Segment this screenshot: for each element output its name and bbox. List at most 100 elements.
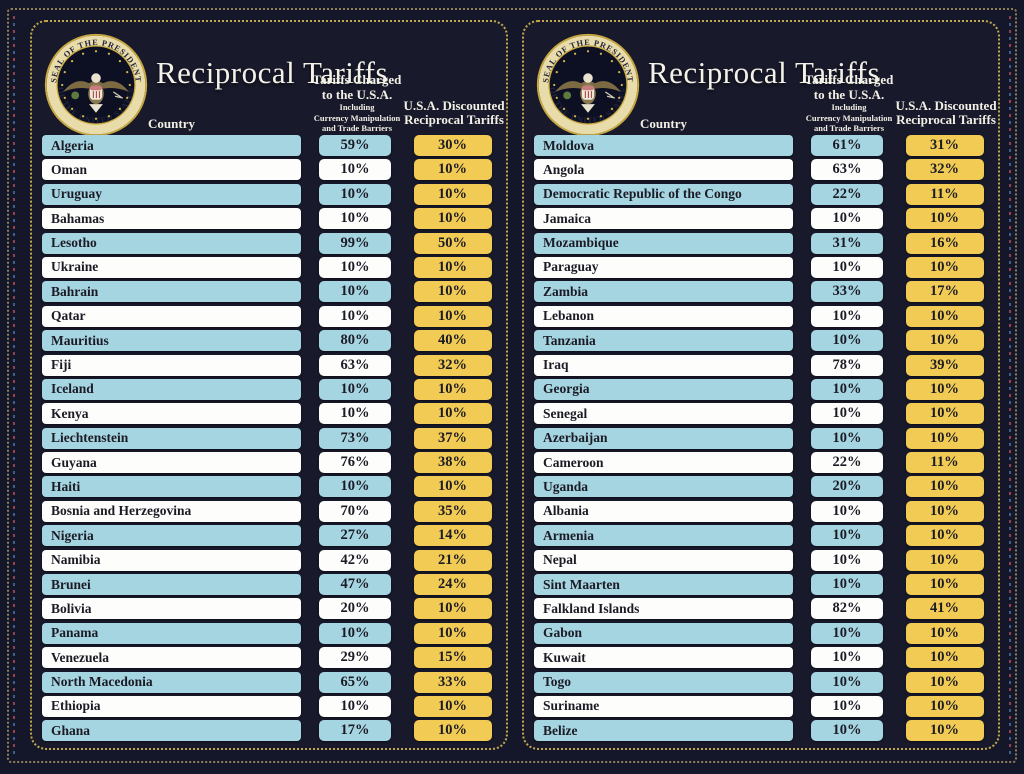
charged-tariff-value: 10% xyxy=(811,305,883,327)
charged-tariff-value: 31% xyxy=(811,232,883,254)
country-cell: Senegal xyxy=(534,403,793,425)
discounted-cell: 10% xyxy=(901,574,988,596)
charged-cell: 10% xyxy=(793,622,901,644)
charged-tariff-value: 10% xyxy=(319,208,391,230)
charged-tariff-value: 10% xyxy=(319,695,391,717)
table-row: Uganda 20% 10% xyxy=(534,476,988,498)
discounted-tariff-value: 40% xyxy=(413,330,492,352)
discounted-cell: 15% xyxy=(409,647,496,669)
discounted-cell: 10% xyxy=(901,695,988,717)
country-cell: Qatar xyxy=(42,305,301,327)
charged-tariff-value: 10% xyxy=(319,378,391,400)
table-row: Uruguay 10% 10% xyxy=(42,183,496,205)
charged-cell: 20% xyxy=(793,476,901,498)
discounted-tariff-value: 10% xyxy=(905,574,984,596)
table-row: Azerbaijan 10% 10% xyxy=(534,427,988,449)
charged-cell: 80% xyxy=(301,330,409,352)
discounted-header-line1: U.S.A. Discounted xyxy=(895,97,997,113)
discounted-tariff-value: 10% xyxy=(905,720,984,742)
discounted-tariff-value: 10% xyxy=(905,256,984,278)
discounted-cell: 10% xyxy=(901,720,988,742)
discounted-tariff-value: 10% xyxy=(905,208,984,230)
charged-tariff-value: 59% xyxy=(319,135,391,156)
discounted-tariff-value: 15% xyxy=(413,647,492,669)
charged-cell: 10% xyxy=(793,378,901,400)
discounted-tariff-value: 33% xyxy=(413,671,492,693)
country-cell: Georgia xyxy=(534,378,793,400)
column-header-charged: Tariffs Charged to the U.S.A. Including … xyxy=(789,73,909,133)
charged-tariff-value: 10% xyxy=(811,208,883,230)
charged-cell: 10% xyxy=(301,281,409,303)
charged-cell: 10% xyxy=(793,647,901,669)
table-row: Zambia 33% 17% xyxy=(534,281,988,303)
discounted-tariff-value: 21% xyxy=(413,549,492,571)
discounted-cell: 10% xyxy=(409,476,496,498)
table-row: Nepal 10% 10% xyxy=(534,549,988,571)
discounted-tariff-value: 10% xyxy=(413,720,492,742)
charged-cell: 63% xyxy=(793,159,901,181)
charged-header-note2: Currency Manipulation xyxy=(805,112,893,123)
charged-tariff-value: 10% xyxy=(811,403,883,425)
country-cell: Venezuela xyxy=(42,647,301,669)
charged-tariff-value: 10% xyxy=(319,305,391,327)
discounted-cell: 11% xyxy=(901,183,988,205)
country-cell: Guyana xyxy=(42,452,301,474)
charged-cell: 42% xyxy=(301,549,409,571)
charged-tariff-value: 20% xyxy=(811,476,883,498)
table-row: Lesotho 99% 50% xyxy=(42,232,496,254)
charged-cell: 10% xyxy=(301,695,409,717)
country-cell: Azerbaijan xyxy=(534,427,793,449)
discounted-cell: 10% xyxy=(901,330,988,352)
charged-cell: 10% xyxy=(301,159,409,181)
charged-tariff-value: 78% xyxy=(811,354,883,376)
charged-cell: 61% xyxy=(793,135,901,156)
country-cell: Togo xyxy=(534,671,793,693)
table-row: Mauritius 80% 40% xyxy=(42,330,496,352)
charged-cell: 29% xyxy=(301,647,409,669)
discounted-tariff-value: 16% xyxy=(905,232,984,254)
table-row: Paraguay 10% 10% xyxy=(534,256,988,278)
table-row: Bahamas 10% 10% xyxy=(42,208,496,230)
table-row: Namibia 42% 21% xyxy=(42,549,496,571)
charged-header-line1: Tariffs Charged xyxy=(804,72,894,88)
discounted-tariff-value: 17% xyxy=(905,281,984,303)
discounted-cell: 10% xyxy=(409,695,496,717)
charged-tariff-value: 99% xyxy=(319,232,391,254)
charged-header-note3: and Trade Barriers xyxy=(321,122,393,133)
charged-cell: 78% xyxy=(793,354,901,376)
discounted-tariff-value: 10% xyxy=(905,403,984,425)
table-row: Bolivia 20% 10% xyxy=(42,598,496,620)
country-cell: Nepal xyxy=(534,549,793,571)
discounted-tariff-value: 10% xyxy=(905,695,984,717)
column-header-discounted: U.S.A. Discounted Reciprocal Tariffs xyxy=(886,97,1006,128)
table-row: Panama 10% 10% xyxy=(42,622,496,644)
table-row: Albania 10% 10% xyxy=(534,500,988,522)
country-cell: Oman xyxy=(42,159,301,181)
charged-header-note3: and Trade Barriers xyxy=(813,122,885,133)
charged-tariff-value: 76% xyxy=(319,452,391,474)
charged-header-note1: Including xyxy=(339,102,375,113)
charged-cell: 10% xyxy=(301,403,409,425)
discounted-cell: 38% xyxy=(409,452,496,474)
discounted-cell: 10% xyxy=(901,549,988,571)
charged-tariff-value: 10% xyxy=(811,720,883,742)
table-row: Lebanon 10% 10% xyxy=(534,305,988,327)
table-row: Iraq 78% 39% xyxy=(534,354,988,376)
charged-header-line2: to the U.S.A. xyxy=(813,86,885,102)
charged-tariff-value: 63% xyxy=(811,159,883,181)
table-row: Belize 10% 10% xyxy=(534,720,988,742)
country-cell: Ghana xyxy=(42,720,301,742)
seal-eagle xyxy=(555,73,621,113)
charged-cell: 10% xyxy=(793,256,901,278)
discounted-header-line1: U.S.A. Discounted xyxy=(403,97,505,113)
discounted-cell: 10% xyxy=(409,403,496,425)
discounted-cell: 35% xyxy=(409,500,496,522)
discounted-tariff-value: 10% xyxy=(413,183,492,205)
table-row: Armenia 10% 10% xyxy=(534,525,988,547)
discounted-tariff-value: 10% xyxy=(413,476,492,498)
country-cell: Cameroon xyxy=(534,452,793,474)
discounted-tariff-value: 10% xyxy=(905,378,984,400)
discounted-cell: 33% xyxy=(409,671,496,693)
discounted-tariff-value: 10% xyxy=(905,671,984,693)
charged-tariff-value: 47% xyxy=(319,574,391,596)
